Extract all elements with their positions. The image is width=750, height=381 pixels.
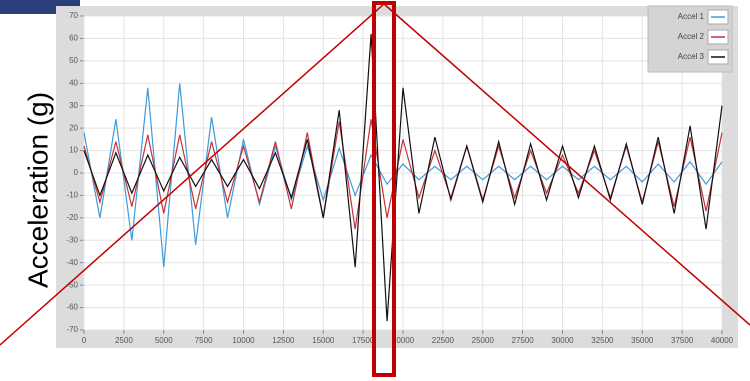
x-tick-label: 25000: [472, 336, 495, 345]
x-tick-label: 12500: [272, 336, 295, 345]
x-tick-label: 15000: [312, 336, 335, 345]
x-tick-label: 2500: [115, 336, 133, 345]
y-tick-label: -50: [66, 280, 78, 289]
x-tick-label: 27500: [512, 336, 535, 345]
x-tick-label: 37500: [671, 336, 694, 345]
y-tick-label: 40: [69, 78, 78, 87]
y-tick-label: 30: [69, 101, 78, 110]
y-tick-label: 50: [69, 56, 78, 65]
x-tick-label: 22500: [432, 336, 455, 345]
y-tick-label: 10: [69, 146, 78, 155]
callout-line: [0, 3, 385, 346]
legend-label: Accel 1: [678, 12, 705, 21]
legend-label: Accel 3: [678, 52, 705, 61]
y-tick-label: -60: [66, 303, 78, 312]
callout-line: [383, 3, 750, 326]
x-tick-label: 17500: [352, 336, 375, 345]
y-tick-label: 70: [69, 11, 78, 20]
y-tick-label: 60: [69, 34, 78, 43]
x-tick-label: 20000: [392, 336, 415, 345]
x-tick-label: 10000: [232, 336, 255, 345]
series-line: [83, 83, 723, 268]
x-tick-label: 0: [82, 336, 87, 345]
y-tick-label: -70: [66, 325, 78, 334]
x-tick-label: 40000: [711, 336, 734, 345]
y-tick-label: 0: [74, 168, 79, 177]
y-tick-label: -40: [66, 258, 78, 267]
highlight-box: [372, 1, 396, 377]
x-tick-label: 32500: [591, 336, 614, 345]
x-tick-label: 7500: [195, 336, 213, 345]
x-tick-label: 5000: [155, 336, 173, 345]
legend-label: Accel 2: [678, 32, 705, 41]
y-tick-label: -10: [66, 191, 78, 200]
x-tick-label: 35000: [631, 336, 654, 345]
y-tick-label: 20: [69, 123, 78, 132]
x-tick-label: 30000: [551, 336, 574, 345]
y-axis-label: Acceleration (g): [22, 92, 53, 288]
y-tick-label: -30: [66, 235, 78, 244]
y-tick-label: -20: [66, 213, 78, 222]
